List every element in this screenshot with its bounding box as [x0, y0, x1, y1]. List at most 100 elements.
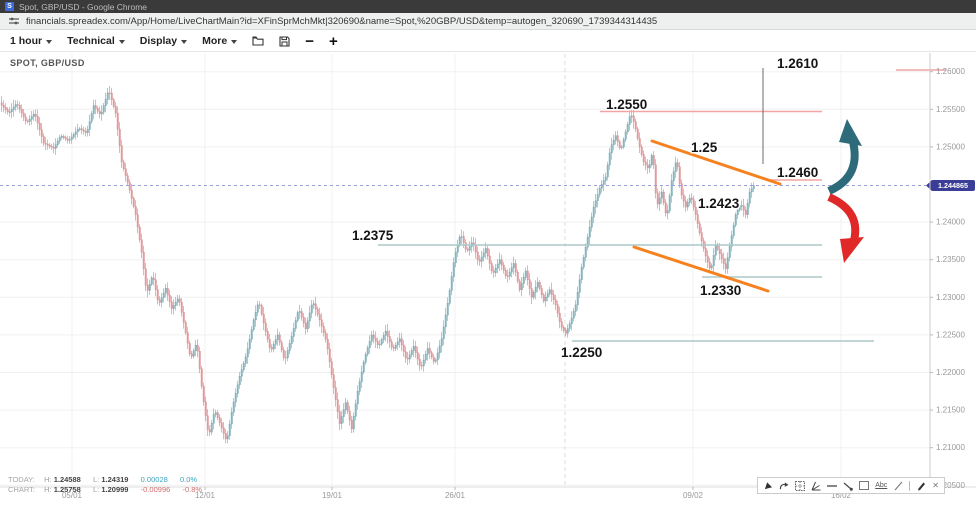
trend-fan-icon[interactable] [811, 481, 821, 491]
diagonal-line-icon[interactable] [893, 481, 903, 491]
chart-change: -0.00996 [140, 484, 171, 494]
candle-body [234, 393, 237, 403]
candle-body [28, 118, 31, 122]
candle-body [190, 353, 193, 357]
candle-body [204, 401, 207, 416]
candle-body [674, 162, 677, 172]
technical-dropdown[interactable]: Technical [67, 35, 125, 47]
candle-body [410, 350, 413, 355]
candle-body [300, 311, 303, 318]
candle-body [314, 303, 317, 310]
candle-body [590, 216, 593, 228]
candle-body [244, 356, 247, 364]
today-change: 0.00028 [140, 475, 168, 484]
pencil-tool-icon[interactable] [916, 481, 926, 491]
candle-body [212, 414, 215, 424]
candle-body [196, 344, 199, 352]
candle-body [226, 435, 229, 440]
candle-body [450, 276, 453, 291]
bullish-curved-arrow [827, 136, 859, 195]
candle-body [750, 188, 753, 193]
candle-body [480, 256, 483, 262]
rectangle-tool-icon[interactable] [859, 481, 870, 491]
candle-body [194, 344, 197, 351]
candle-body [148, 283, 151, 291]
candle-body [474, 244, 477, 253]
candle-body [380, 339, 383, 345]
candle-body [752, 185, 755, 189]
url-bar[interactable]: financials.spreadex.com/App/Home/LiveCha… [0, 13, 976, 30]
date-tick-label: 12/01 [195, 491, 216, 500]
candle-body [618, 141, 621, 148]
candle-body [600, 184, 603, 189]
more-dropdown[interactable]: More [202, 35, 238, 47]
candle-body [254, 312, 257, 321]
candle-body [290, 336, 293, 344]
candle-body [296, 312, 299, 321]
date-tick-label: 09/02 [683, 491, 704, 500]
trendline-point-icon[interactable] [843, 481, 854, 491]
select-tool-icon[interactable] [763, 481, 773, 491]
zoom-out-button[interactable]: − [305, 32, 314, 50]
chevron-down-icon [46, 39, 53, 44]
favicon: S [5, 2, 14, 11]
candle-body [94, 105, 97, 109]
annotation-lines-layer [0, 68, 946, 342]
candle-body [652, 155, 655, 165]
candle-body [738, 205, 741, 211]
display-dropdown[interactable]: Display [140, 35, 188, 47]
candle-body [298, 311, 301, 313]
candle-body [728, 246, 731, 258]
candle-body [106, 92, 109, 100]
save-icon[interactable] [279, 35, 290, 47]
candle-body [536, 282, 539, 288]
candle-body [202, 386, 205, 403]
candle-body [334, 387, 337, 400]
candle-body [278, 334, 281, 343]
site-settings-icon[interactable] [9, 16, 19, 26]
candle-body [640, 146, 643, 155]
candle-body [498, 259, 501, 265]
candle-body [628, 116, 631, 125]
candle-body [620, 146, 623, 148]
candle-body [514, 263, 517, 273]
address-url[interactable]: financials.spreadex.com/App/Home/LiveCha… [26, 15, 658, 27]
candle-body [288, 343, 291, 351]
candle-body [650, 155, 653, 165]
close-tools-icon[interactable]: ✕ [932, 481, 939, 490]
drawing-toolbar: Abc ✕ [757, 477, 945, 494]
candle-body [284, 357, 287, 359]
open-folder-icon[interactable] [252, 36, 264, 46]
candle-body [412, 345, 415, 351]
candle-body [228, 423, 231, 436]
candle-body [578, 279, 581, 293]
candle-body [238, 376, 241, 386]
price-legend: TODAY: H: 1.24588 L: 1.24319 0.00028 0.0… [8, 475, 202, 494]
candle-body [182, 312, 185, 323]
candle-body [320, 319, 323, 327]
redo-arrow-icon[interactable] [779, 481, 789, 491]
candle-body [172, 305, 175, 309]
grid-tool-icon[interactable] [795, 480, 806, 491]
candle-body [414, 345, 417, 353]
candle-body [510, 267, 513, 273]
candle-body [560, 321, 563, 328]
timeframe-dropdown[interactable]: 1 hour [10, 35, 53, 47]
horizontal-line-icon[interactable] [827, 481, 838, 491]
candle-body [444, 314, 447, 328]
text-tool-icon[interactable]: Abc [875, 482, 888, 489]
candle-body [550, 289, 553, 295]
price-annotation-label: 1.2250 [561, 345, 602, 360]
candle-body [568, 323, 571, 329]
candle-body [36, 116, 39, 124]
candle-body [626, 124, 629, 133]
candle-body [236, 384, 239, 394]
candle-body [714, 244, 717, 256]
candle-body [668, 195, 671, 212]
candle-body [464, 242, 467, 250]
candle-body [672, 171, 675, 181]
zoom-in-button[interactable]: + [328, 32, 338, 50]
candle-body [214, 412, 217, 415]
candle-body [114, 106, 117, 114]
